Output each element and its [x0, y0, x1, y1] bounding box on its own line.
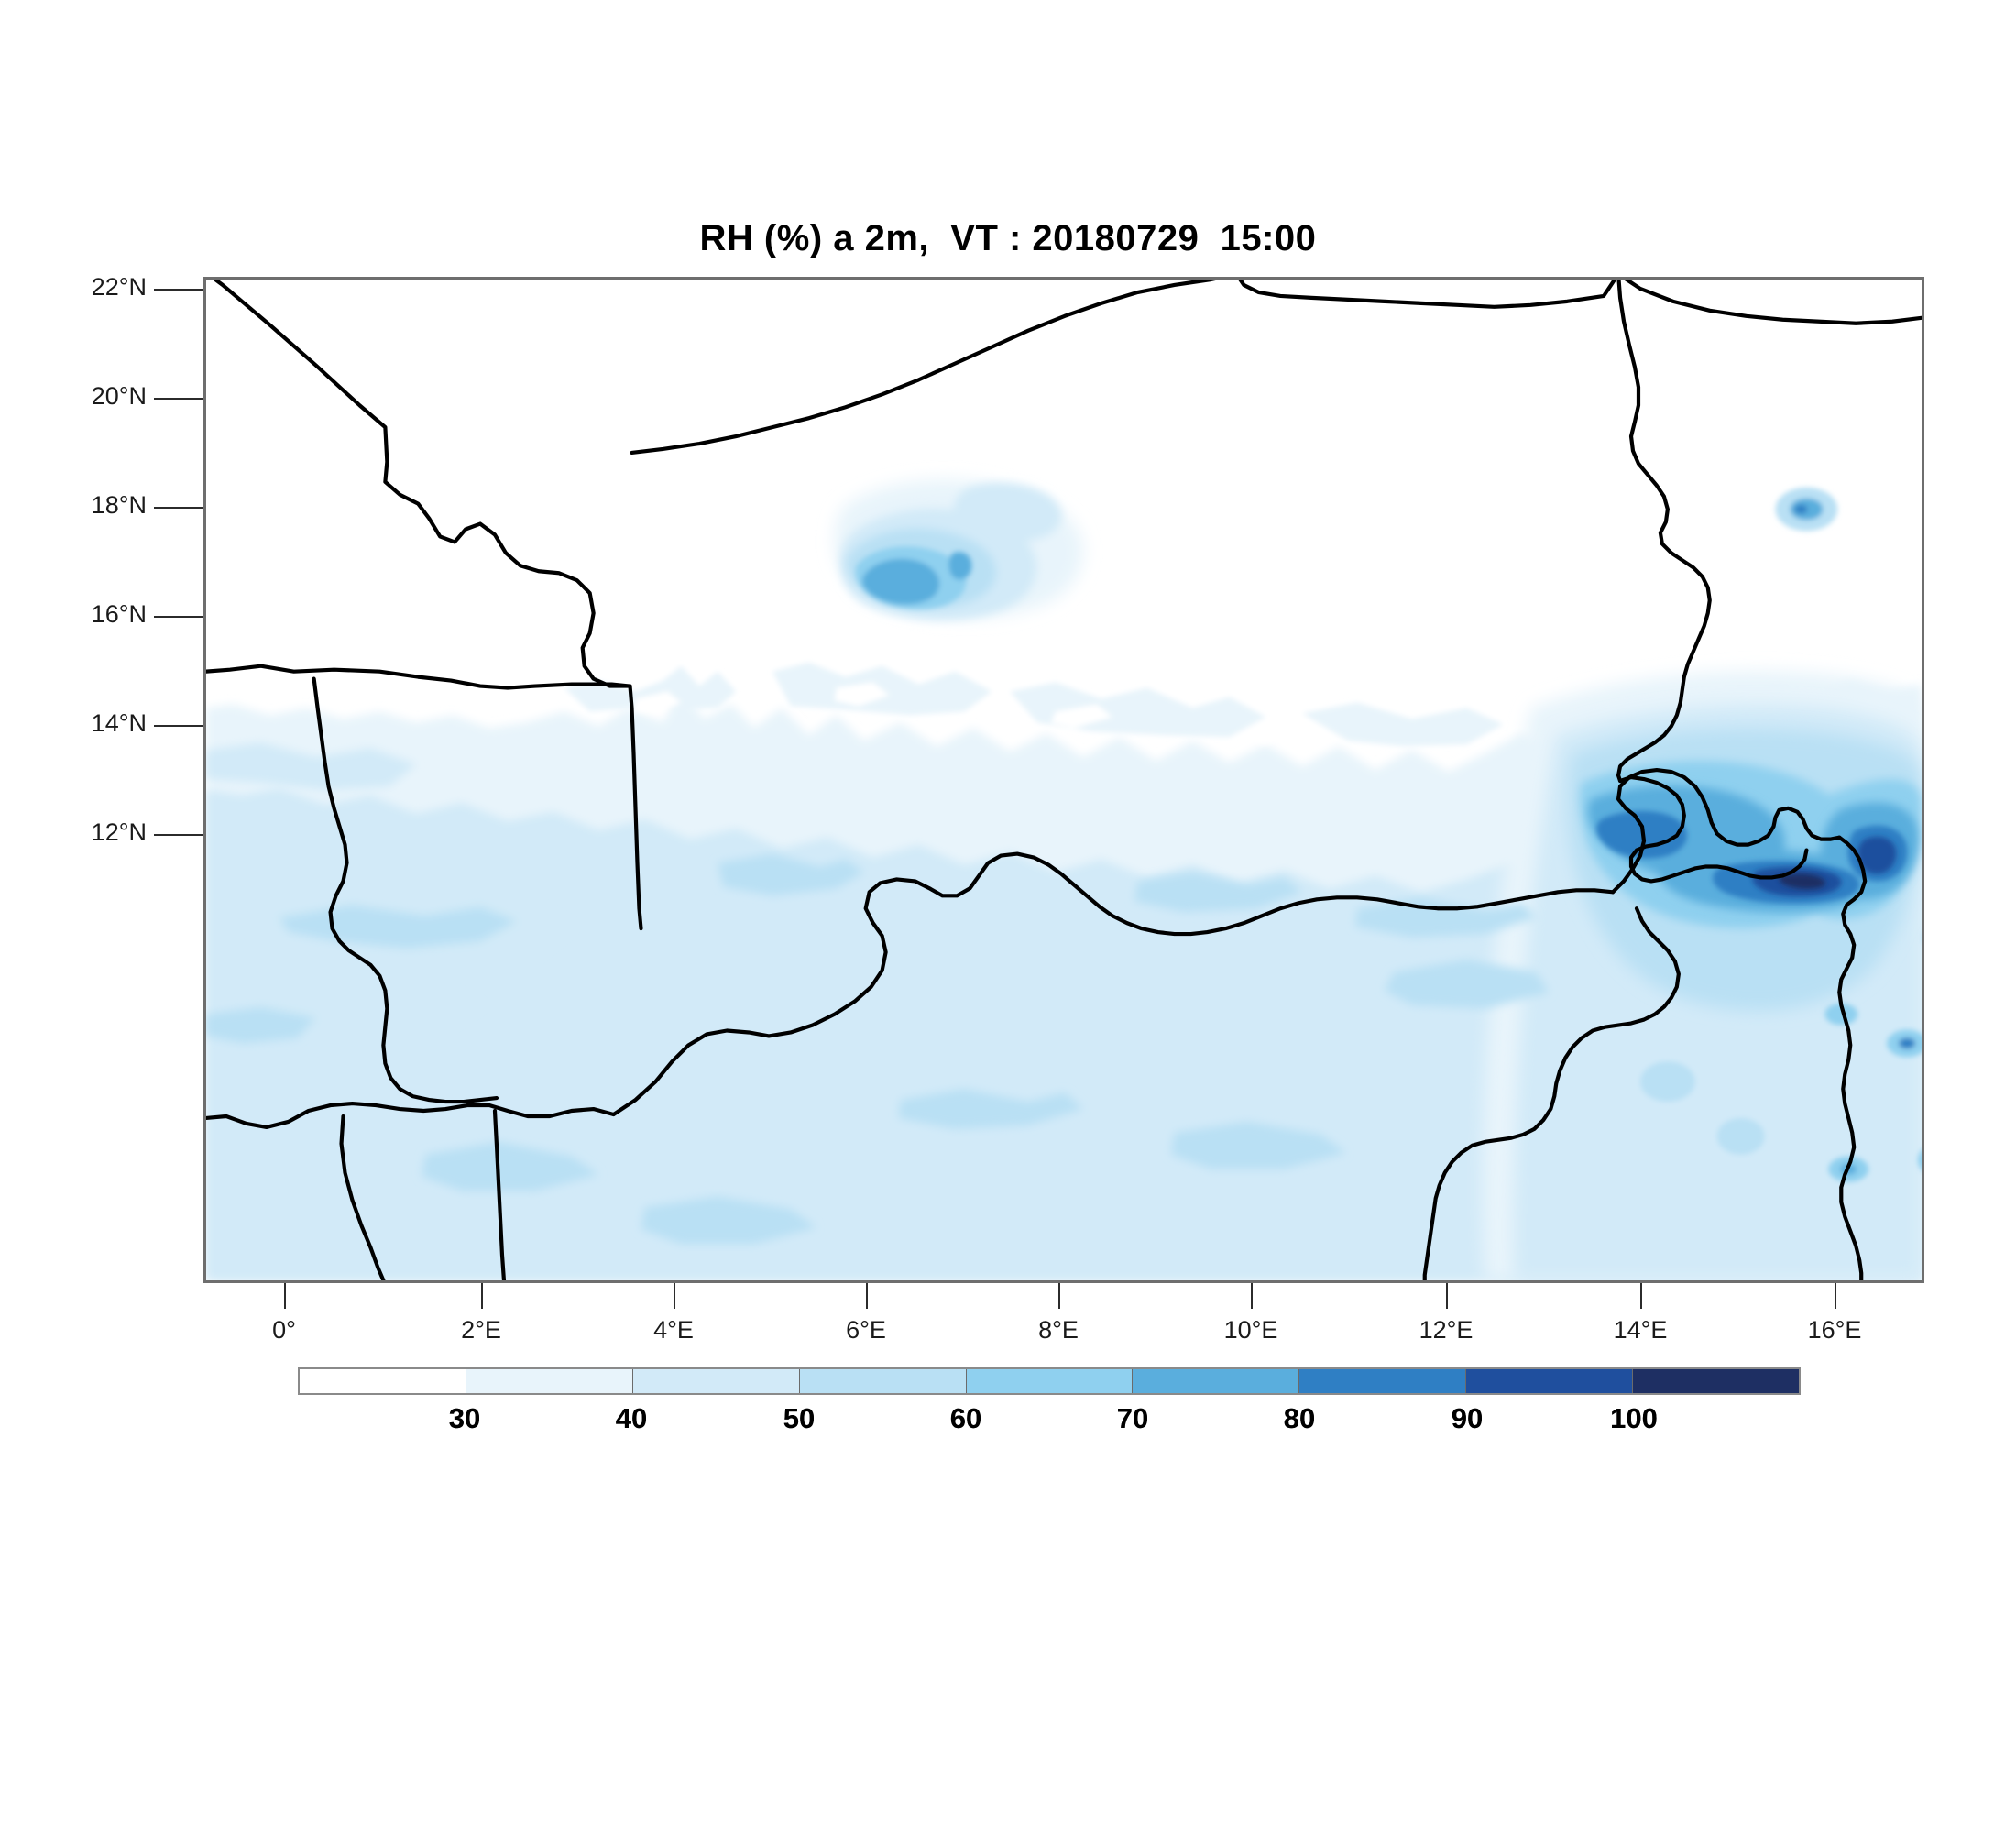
colorbar-tick-60: 60 [949, 1402, 982, 1434]
colorbar-tick-80: 80 [1283, 1402, 1316, 1434]
border-lake-chad-west [1610, 767, 1842, 895]
border-niger-nigeria [611, 851, 1616, 1117]
lon-tick-mark [1251, 1283, 1253, 1309]
lat-tick-mark [154, 507, 203, 509]
border-libya-niger-top [1237, 280, 1617, 309]
map-plot-area [203, 277, 1924, 1283]
lat-tick-mark [154, 725, 203, 727]
lon-tick-label: 14°E [1613, 1316, 1668, 1344]
border-benin-niger [492, 1108, 507, 1280]
border-niger-chad [1616, 280, 1712, 784]
colorbar-band-90-100 [1466, 1369, 1634, 1393]
colorbar-tick-labels: 30 40 50 60 70 80 90 100 [298, 1397, 1801, 1439]
colorbar-tick-100: 100 [1610, 1402, 1658, 1434]
colorbar-band-50-60 [799, 1369, 967, 1393]
lon-tick-label: 2°E [461, 1316, 501, 1344]
isolated-moist-blob [834, 479, 1084, 620]
colorbar-band-30-40 [466, 1369, 633, 1393]
lon-tick-label: 6°E [846, 1316, 886, 1344]
colorbar-tick-50: 50 [783, 1402, 816, 1434]
lat-tick-label: 22°N [91, 273, 147, 301]
lat-tick-label: 16°N [91, 600, 147, 628]
colorbar-band-80-90 [1299, 1369, 1467, 1393]
colorbar-tick-70: 70 [1116, 1402, 1149, 1434]
border-nigeria-cameroon [1422, 906, 1681, 1280]
border-niger-libya-algeria-north [630, 280, 1221, 456]
border-west-1 [206, 664, 632, 690]
colorbar-band-60-70 [966, 1369, 1134, 1393]
country-borders-layer [206, 280, 1922, 1280]
border-libya-chad-top [1623, 280, 1922, 325]
lat-tick-label: 14°N [91, 709, 147, 737]
lon-tick-mark [1640, 1283, 1642, 1309]
lake-chad-moisture-maximum [1482, 671, 1922, 1280]
border-chad-nigeria [1837, 835, 1868, 1280]
lake-chad-shoreline [1617, 774, 1809, 884]
colorbar-band-20-30 [300, 1369, 466, 1393]
border-benin-nigeria [339, 1114, 386, 1280]
colorbar-tick-30: 30 [448, 1402, 481, 1434]
colorbar-band-70-80 [1133, 1369, 1300, 1393]
lon-tick-label: 12°E [1419, 1316, 1474, 1344]
lon-tick-label: 16°E [1807, 1316, 1862, 1344]
lon-tick-mark [481, 1283, 483, 1309]
lon-tick-label: 4°E [653, 1316, 694, 1344]
lon-tick-mark [674, 1283, 675, 1309]
colorbar-band-100-110 [1633, 1369, 1800, 1393]
lat-tick-label: 18°N [91, 491, 147, 519]
rh-heatmap-svg [206, 280, 1922, 1280]
page-title: RH (%) a 2m, VT : 20180729 15:00 [699, 218, 1317, 258]
central-sahel-patches [422, 853, 1550, 1245]
lat-tick-label: 20°N [91, 382, 147, 410]
lat-tick-mark [154, 616, 203, 618]
colorbar [298, 1367, 1801, 1395]
lon-tick-mark [1058, 1283, 1060, 1309]
lon-tick-label: 8°E [1038, 1316, 1079, 1344]
sahel-band-ragged-edge [564, 662, 1504, 747]
border-niger-burkina [312, 676, 499, 1104]
colorbar-tick-40: 40 [615, 1402, 648, 1434]
lon-tick-mark [1835, 1283, 1836, 1309]
lon-tick-label: 0° [272, 1316, 296, 1344]
border-niger-mali [628, 684, 643, 931]
rh-shading-layer [206, 280, 1922, 1280]
lon-tick-label: 10°E [1223, 1316, 1278, 1344]
border-burkina-benin [206, 1101, 616, 1130]
lat-tick-mark [154, 398, 203, 400]
lon-tick-mark [1446, 1283, 1448, 1309]
lat-tick-mark [154, 289, 203, 291]
lat-tick-mark [154, 834, 203, 836]
lon-tick-mark [866, 1283, 868, 1309]
colorbar-tick-90: 90 [1451, 1402, 1484, 1434]
border-algeria-mali [212, 280, 632, 688]
lon-tick-mark [284, 1283, 286, 1309]
scattered-convective-cells [1639, 487, 1922, 1182]
colorbar-band-40-50 [632, 1369, 800, 1393]
lat-tick-label: 12°N [91, 818, 147, 846]
